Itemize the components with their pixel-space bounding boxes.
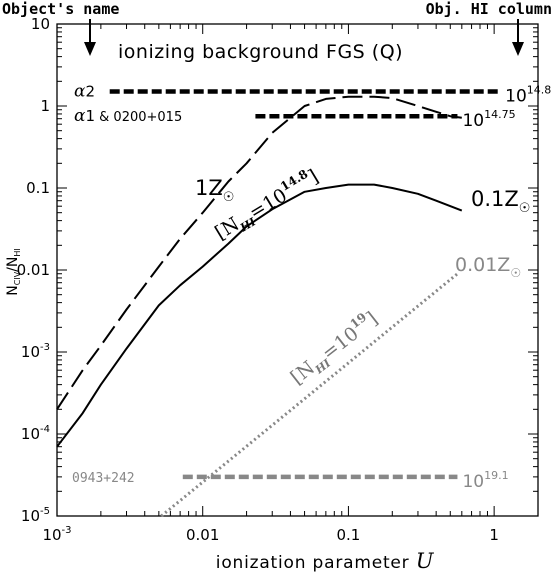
observation-name-0: α2 — [74, 82, 95, 102]
observation-column-0: 1014.8 — [505, 84, 551, 107]
axis-ticks — [56, 24, 539, 517]
series-line-1 — [56, 183, 463, 448]
chart-title: ionizing background FGS (Q) — [118, 41, 403, 63]
left-header: Object's name — [2, 0, 119, 18]
observation-column-2: 1019.1 — [462, 469, 508, 492]
right-header: Obj. HI column — [426, 0, 552, 18]
bracket-label-14-8: [NHI=1014.8] — [210, 163, 324, 247]
label-01z: 0.1Z☉ — [471, 187, 530, 216]
y-axis-label: NCIV/NHI — [5, 248, 22, 295]
x-tick-labels: 10-3 0.01 0.1 1 — [42, 525, 498, 544]
y-tick-label: 10-4 — [21, 424, 50, 443]
observation-layer: α2 1014.8 α1 & 0200+015 1014.75 0943+242 1019… — [72, 82, 551, 492]
y-tick-label: 10 — [31, 15, 50, 33]
y-tick-label: 0.01 — [17, 261, 50, 279]
y-tick-labels: 10-5 10-4 10-3 0.01 0.1 1 10 — [17, 15, 50, 525]
observation-column-1: 1014.75 — [462, 108, 515, 131]
y-tick-label: 10-3 — [21, 342, 50, 361]
x-axis-label: ionization parameter U — [216, 549, 435, 573]
bracket-label-19: [NHI=1019] — [285, 305, 384, 391]
left-arrow-icon — [84, 19, 96, 56]
right-arrow-icon — [512, 19, 524, 56]
y-tick-label: 1 — [40, 97, 50, 115]
label-1z: 1Z☉ — [195, 176, 234, 205]
series-layer — [56, 95, 463, 518]
observation-name-2: 0943+242 — [72, 471, 135, 486]
y-tick-label: 0.1 — [26, 179, 50, 197]
x-tick-label: 0.01 — [186, 526, 219, 544]
label-001z: 0.01Z☉ — [455, 254, 521, 280]
observation-name-1: α1 & 0200+015 — [74, 106, 182, 126]
x-tick-label: 0.1 — [336, 526, 360, 544]
y-tick-label: 10-5 — [21, 506, 50, 525]
series-line-0 — [56, 95, 462, 410]
x-tick-label: 1 — [489, 526, 499, 544]
x-tick-label: 10-3 — [42, 525, 71, 544]
series-line-2 — [160, 272, 459, 518]
